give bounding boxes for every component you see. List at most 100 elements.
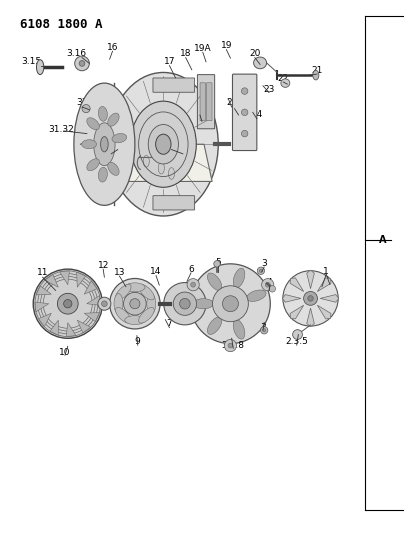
Circle shape (261, 327, 268, 334)
Text: 23: 23 (264, 85, 275, 94)
Polygon shape (290, 278, 304, 292)
Circle shape (58, 293, 78, 314)
Ellipse shape (108, 162, 119, 175)
Circle shape (33, 269, 102, 338)
Ellipse shape (139, 284, 154, 300)
Polygon shape (307, 308, 314, 327)
Text: 1: 1 (323, 268, 329, 276)
Polygon shape (282, 295, 301, 302)
Circle shape (164, 282, 206, 325)
Ellipse shape (125, 316, 145, 325)
Text: 11: 11 (37, 269, 48, 277)
Ellipse shape (82, 140, 97, 149)
Polygon shape (87, 296, 101, 305)
Circle shape (130, 298, 140, 309)
Text: 21: 21 (311, 67, 323, 75)
Text: 19: 19 (221, 42, 232, 51)
Ellipse shape (147, 294, 156, 314)
Ellipse shape (158, 163, 164, 174)
Text: 19A: 19A (194, 44, 212, 53)
Polygon shape (60, 271, 69, 285)
Circle shape (283, 271, 338, 326)
FancyBboxPatch shape (153, 78, 195, 92)
Ellipse shape (109, 72, 218, 216)
Ellipse shape (143, 156, 149, 167)
Circle shape (91, 134, 98, 142)
Circle shape (242, 88, 248, 94)
Ellipse shape (115, 284, 131, 300)
Text: 17: 17 (164, 58, 175, 66)
Ellipse shape (87, 118, 100, 130)
Circle shape (262, 279, 274, 291)
Polygon shape (307, 270, 314, 289)
Polygon shape (317, 278, 331, 292)
Text: A: A (379, 235, 386, 245)
Ellipse shape (98, 167, 107, 182)
Circle shape (187, 279, 199, 291)
Circle shape (173, 292, 197, 316)
Text: 20: 20 (249, 50, 261, 58)
Ellipse shape (36, 60, 44, 75)
Polygon shape (39, 313, 51, 327)
Text: 28: 28 (177, 146, 188, 155)
Polygon shape (50, 320, 59, 335)
Ellipse shape (125, 283, 145, 292)
Ellipse shape (115, 308, 131, 323)
Circle shape (191, 264, 270, 344)
Polygon shape (119, 144, 212, 181)
Circle shape (84, 129, 91, 136)
Text: 30: 30 (75, 136, 86, 146)
Circle shape (293, 330, 302, 340)
Circle shape (222, 296, 238, 312)
Ellipse shape (254, 57, 266, 69)
Polygon shape (320, 295, 339, 302)
Ellipse shape (313, 70, 319, 80)
Ellipse shape (108, 113, 119, 126)
Ellipse shape (207, 317, 222, 334)
Text: 24: 24 (251, 110, 262, 119)
Text: 13: 13 (114, 269, 125, 277)
Ellipse shape (139, 308, 154, 323)
Polygon shape (84, 312, 100, 321)
Circle shape (242, 109, 248, 116)
Polygon shape (290, 305, 304, 319)
Circle shape (191, 282, 195, 287)
Ellipse shape (233, 320, 245, 339)
Text: 33: 33 (76, 98, 88, 107)
Ellipse shape (169, 167, 175, 179)
Polygon shape (36, 286, 51, 295)
Text: 6: 6 (188, 265, 194, 273)
Circle shape (180, 298, 190, 309)
Circle shape (102, 301, 107, 306)
Ellipse shape (112, 134, 126, 143)
Ellipse shape (87, 159, 100, 171)
Ellipse shape (207, 273, 222, 290)
Circle shape (269, 286, 275, 292)
Ellipse shape (281, 79, 290, 87)
Ellipse shape (74, 83, 135, 205)
Circle shape (263, 329, 266, 332)
Polygon shape (35, 302, 49, 312)
Circle shape (213, 286, 248, 321)
Text: 31.32: 31.32 (48, 125, 74, 134)
Ellipse shape (94, 123, 115, 166)
Circle shape (75, 56, 89, 71)
Text: 14: 14 (150, 268, 162, 276)
Circle shape (110, 278, 160, 329)
Circle shape (242, 131, 248, 137)
Text: 29: 29 (106, 146, 117, 155)
Text: 18: 18 (180, 50, 191, 58)
Circle shape (304, 292, 317, 305)
Ellipse shape (233, 268, 245, 288)
Circle shape (64, 300, 72, 308)
Text: 3: 3 (261, 259, 267, 268)
Ellipse shape (246, 290, 266, 301)
Ellipse shape (156, 134, 171, 154)
Text: 4: 4 (267, 278, 273, 287)
Text: 2.3.5: 2.3.5 (285, 337, 308, 346)
FancyBboxPatch shape (200, 83, 206, 120)
Text: 10: 10 (59, 348, 71, 357)
FancyBboxPatch shape (233, 74, 257, 150)
Circle shape (82, 104, 90, 112)
Text: 9: 9 (135, 337, 141, 346)
